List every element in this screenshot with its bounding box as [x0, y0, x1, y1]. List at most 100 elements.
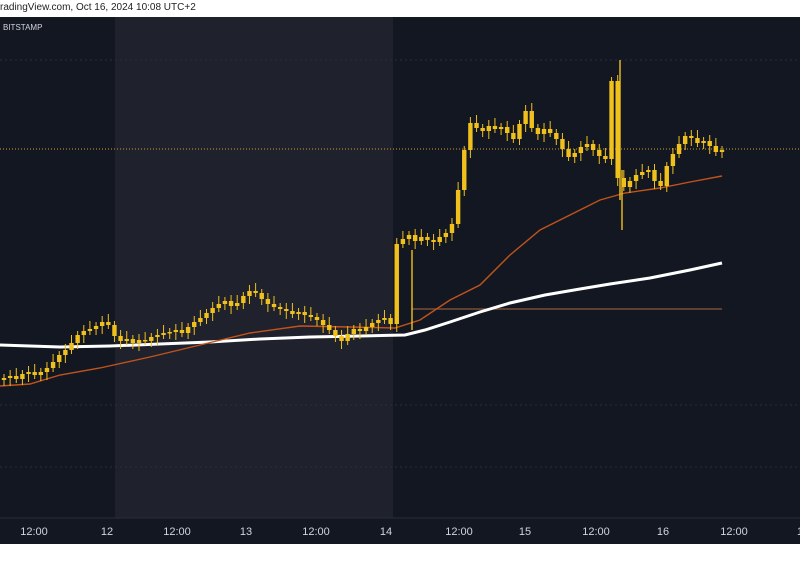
candle-body [320, 320, 326, 325]
source-text: radingView.com, Oct 16, 2024 10:08 UTC+2 [0, 2, 196, 13]
candle [7, 370, 13, 386]
candle-body [333, 330, 338, 336]
candle [259, 289, 264, 305]
candle-body [81, 331, 86, 335]
candle [449, 218, 455, 241]
candle [370, 319, 375, 333]
candle-body [406, 235, 412, 239]
candle-body [474, 123, 479, 128]
candle-body [7, 376, 13, 378]
candle-body [529, 111, 534, 128]
candle-body [50, 362, 56, 368]
candle-body [658, 181, 663, 186]
candle [511, 125, 516, 143]
candle-body [339, 336, 344, 341]
candle-body [327, 325, 332, 330]
candle-body [185, 327, 191, 333]
candle-body [412, 235, 418, 241]
candle [290, 303, 295, 318]
candle [192, 316, 197, 335]
candle-body [627, 181, 633, 187]
candle [676, 136, 682, 158]
candle [572, 149, 577, 163]
candle-body [370, 323, 375, 327]
candle-body [505, 127, 510, 133]
x-tick-label: 14 [380, 526, 392, 538]
candle [106, 314, 111, 329]
candle-body [535, 128, 541, 134]
candle [81, 325, 86, 343]
candle-body [498, 127, 504, 129]
candle-body [161, 333, 166, 335]
candle-body [363, 327, 369, 331]
candle-body [682, 136, 688, 144]
candle-body [664, 166, 669, 186]
candle [50, 354, 56, 372]
candle-body [99, 322, 105, 326]
candle-body [713, 146, 719, 152]
candle [155, 329, 160, 345]
candle [529, 103, 534, 132]
candle [523, 105, 528, 132]
candle [271, 296, 277, 311]
candle [20, 370, 25, 385]
chart-title: BITSTAMP [3, 23, 42, 32]
candle [247, 285, 252, 304]
candle-body [443, 233, 449, 237]
candle-body [492, 126, 498, 129]
candle [93, 322, 99, 335]
candle-body [468, 123, 473, 150]
candle-body [75, 335, 80, 343]
candle [437, 229, 442, 246]
candle-body [584, 144, 590, 147]
candle-body [14, 376, 19, 379]
candle-body [296, 312, 301, 314]
candle [302, 306, 307, 323]
candle-body [124, 339, 129, 341]
candle-body [247, 291, 252, 296]
candle-body [1, 378, 7, 380]
candle [327, 317, 332, 334]
candle-body [265, 299, 271, 304]
candle [719, 146, 725, 158]
candle-body [695, 138, 700, 143]
x-tick-label: 12:00 [163, 526, 191, 538]
candle-body [216, 304, 221, 308]
candle [376, 314, 381, 331]
candle [646, 166, 651, 178]
candle [627, 177, 633, 193]
candle [554, 129, 559, 145]
candle [241, 292, 246, 309]
candle [560, 133, 565, 157]
candle-body [234, 303, 240, 306]
candle [640, 164, 645, 179]
candle [382, 310, 387, 324]
candle-body [462, 150, 467, 190]
candle [633, 169, 639, 189]
candle [394, 238, 399, 332]
candle-body [541, 129, 547, 134]
candle [44, 362, 50, 380]
candle [228, 295, 234, 314]
x-tick-label: 12:00 [20, 526, 48, 538]
candle [615, 75, 620, 186]
x-tick-label: 12:00 [720, 526, 748, 538]
candle [99, 316, 105, 334]
candle [480, 124, 485, 137]
candle-body [241, 296, 246, 303]
candle-body [560, 139, 565, 149]
candle [124, 331, 129, 345]
price-chart[interactable]: BITSTAMP 12:00 12 12:00 13 12:00 14 12:00 15 12:… [0, 17, 800, 544]
candle-body [222, 301, 228, 304]
candle [505, 121, 510, 141]
candle-body [167, 332, 172, 334]
candle-body [511, 133, 516, 139]
candle [32, 364, 37, 379]
candle [308, 307, 314, 321]
candle [320, 314, 326, 333]
candle [468, 117, 473, 158]
candle [136, 334, 142, 351]
candle [277, 303, 283, 315]
candle-body [204, 313, 209, 318]
candle [590, 140, 596, 156]
